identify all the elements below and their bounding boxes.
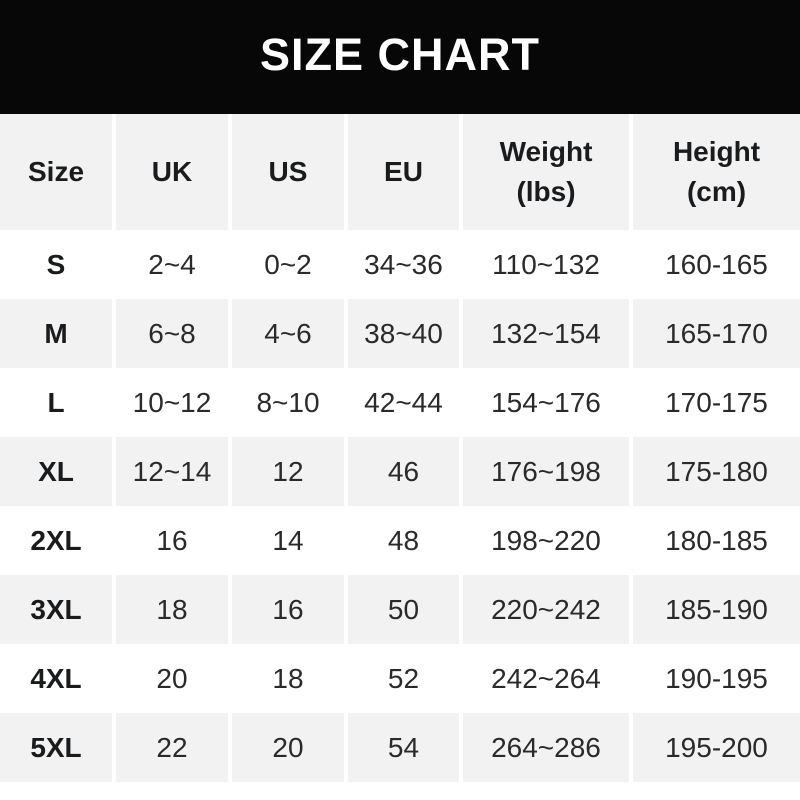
weight-cell: 176~198 (463, 437, 633, 506)
column-header-label: Size (27, 156, 85, 187)
column-header-height: Height (cm) (633, 114, 800, 230)
eu-cell: 34~36 (348, 230, 463, 299)
height-cell: 190-195 (665, 662, 768, 694)
table-row-m: M 6~8 4~6 38~40 132~154 165-170 (0, 299, 800, 368)
size-label-cell: XL (0, 437, 116, 506)
size-label-cell: 5XL (0, 713, 116, 782)
column-header-weight: Weight (lbs) (463, 114, 633, 230)
height-cell: 160-165 (665, 248, 768, 280)
uk-cell: 22 (116, 713, 232, 782)
eu-cell: 48 (348, 506, 463, 575)
eu-cell: 38~40 (348, 299, 463, 368)
eu-cell: 54 (348, 713, 463, 782)
size-label-cell: S (0, 230, 116, 299)
size-label-cell: M (0, 299, 116, 368)
column-header-size: Size (0, 114, 116, 230)
eu-cell: 52 (348, 644, 463, 713)
us-cell: 4~6 (232, 299, 348, 368)
us-cell: 14 (232, 506, 348, 575)
uk-cell: 16 (116, 506, 232, 575)
eu-cell: 46 (348, 437, 463, 506)
height-cell: 165-170 (633, 299, 800, 368)
us-cell: 8~10 (232, 368, 348, 437)
title-bar: SIZE CHART (0, 0, 800, 114)
column-header-label: Height (672, 136, 761, 167)
height-cell: 195-200 (633, 713, 800, 782)
us-cell: 0~2 (232, 230, 348, 299)
table-row-2xl: 2XL 16 14 48 198~220 180-185 (0, 506, 800, 575)
page-title: SIZE CHART (260, 29, 540, 80)
us-cell: 16 (232, 575, 348, 644)
column-header-eu: EU (348, 114, 463, 230)
size-label-cell: L (0, 368, 116, 437)
weight-cell: 220~242 (463, 575, 633, 644)
uk-cell: 12~14 (116, 437, 232, 506)
table-row-xl: XL 12~14 12 46 176~198 175-180 (0, 437, 800, 506)
size-label-cell: 2XL (0, 506, 116, 575)
table-row-4xl: 4XL 20 18 52 242~264 190-195 (0, 644, 800, 713)
column-header-label: EU (384, 156, 423, 187)
weight-cell: 242~264 (463, 644, 633, 713)
height-cell: 185-190 (633, 575, 800, 644)
column-header-label: US (268, 156, 308, 187)
weight-cell: 132~154 (463, 299, 633, 368)
column-header-us: US (232, 114, 348, 230)
weight-cell: 198~220 (463, 506, 633, 575)
us-cell: 20 (232, 713, 348, 782)
uk-cell: 6~8 (116, 299, 232, 368)
table-header-row: Size UK US EU Weight (lbs) (0, 114, 800, 230)
size-label-cell: 3XL (0, 575, 116, 644)
height-cell: 180-185 (665, 524, 768, 556)
table-row-s: S 2~4 0~2 34~36 110~132 160-165 (0, 230, 800, 299)
uk-cell: 18 (116, 575, 232, 644)
eu-cell: 50 (348, 575, 463, 644)
column-header-label: UK (151, 156, 193, 187)
size-table: Size UK US EU Weight (lbs) (0, 114, 800, 782)
column-header-label: Weight (499, 136, 593, 167)
table-row-3xl: 3XL 18 16 50 220~242 185-190 (0, 575, 800, 644)
uk-cell: 10~12 (116, 368, 232, 437)
table-row-l: L 10~12 8~10 42~44 154~176 170-175 (0, 368, 800, 437)
size-label-cell: 4XL (0, 644, 116, 713)
column-header-sublabel: (lbs) (516, 176, 576, 207)
height-cell: 175-180 (633, 437, 800, 506)
table-row-5xl: 5XL 22 20 54 264~286 195-200 (0, 713, 800, 782)
us-cell: 18 (232, 644, 348, 713)
weight-cell: 154~176 (463, 368, 633, 437)
us-cell: 12 (232, 437, 348, 506)
eu-cell: 42~44 (348, 368, 463, 437)
height-cell: 170-175 (665, 386, 768, 418)
weight-cell: 110~132 (463, 230, 633, 299)
weight-cell: 264~286 (463, 713, 633, 782)
uk-cell: 2~4 (116, 230, 232, 299)
uk-cell: 20 (116, 644, 232, 713)
column-header-sublabel: (cm) (686, 176, 747, 207)
column-header-uk: UK (116, 114, 232, 230)
